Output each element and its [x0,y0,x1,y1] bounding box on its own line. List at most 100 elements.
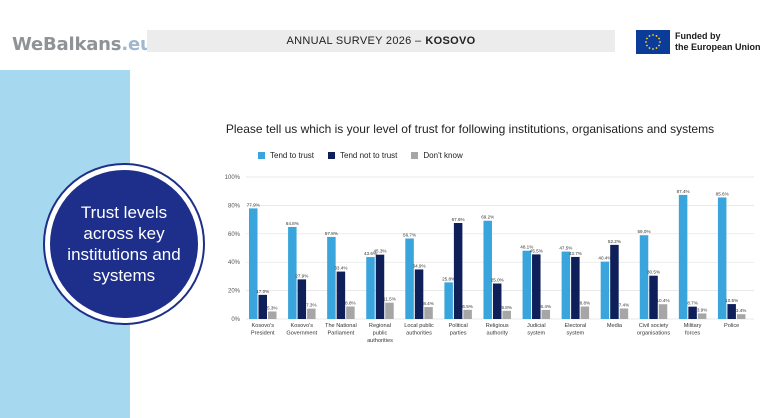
bar-trust [561,251,571,319]
chart-title: Please tell us which is your level of tr… [225,122,715,136]
category-label: President [251,331,275,337]
y-tick-label: 40% [228,260,241,266]
bar-not-trust [375,254,385,319]
bar-not-trust [336,271,346,319]
bar-dont-know [346,306,355,319]
data-label-trust: 64.8% [286,221,299,226]
data-label-trust: 47.5% [559,246,572,251]
eu-star [648,35,651,37]
eu-star [645,41,647,43]
data-label-trust: 40.4% [598,256,611,261]
legend-label-trust: Tend to trust [270,151,315,160]
bar-dont-know [580,306,590,319]
y-tick-label: 0% [231,317,240,323]
eu-star [652,34,654,36]
category-label: system [527,331,545,337]
data-label-not-trust: 52.2% [608,239,621,244]
eu-star [646,37,648,40]
bar-trust [405,238,414,319]
data-label-dont-know: 8.8% [345,301,355,306]
bar-trust [366,257,375,319]
data-label-trust: 25.8% [442,276,455,281]
category-label: authority [486,331,508,337]
y-tick-label: 60% [228,232,241,238]
data-label-dont-know: 7.3% [306,303,316,308]
y-tick-label: 20% [228,289,241,295]
bar-trust [444,282,453,319]
category-label: Parliament [328,331,355,337]
bar-dont-know [619,308,629,319]
data-label-trust: 59.0% [638,229,651,234]
data-label-dont-know: 3.4% [736,308,746,313]
eu-star [655,47,658,49]
bar-trust [717,197,727,319]
bar-dont-know [658,304,668,319]
survey-country: KOSOVO [425,35,476,47]
data-label-dont-know: 6.5% [462,304,472,309]
bar-trust [639,235,649,319]
category-label: organisations [637,331,670,337]
bar-trust [483,220,492,319]
legend-item-dont-know: Don't know [411,151,463,160]
bar-trust [327,236,336,319]
bar-not-trust [297,279,307,319]
legend-swatch-trust [258,152,265,159]
category-label: system [567,331,585,337]
bar-dont-know [268,311,277,319]
bar-dont-know [424,307,433,319]
data-label-dont-know: 7.4% [619,302,629,307]
category-label: The National [325,323,357,329]
category-label: Judicial [527,323,546,329]
data-label-not-trust: 17.0% [256,289,269,294]
y-tick-label: 100% [225,175,241,181]
category-label: Regional [369,323,391,329]
category-label: Government [286,331,317,337]
data-label-dont-know: 11.5% [383,297,396,302]
y-tick-label: 80% [228,203,241,209]
data-label-dont-know: 8.8% [580,301,590,306]
title-circle: Trust levels across key institutions and… [50,170,198,318]
data-label-dont-know: 8.4% [423,301,433,306]
eu-star [659,41,661,43]
eu-star [648,47,651,49]
category-label: Police [724,323,739,329]
bar-not-trust [688,306,697,319]
bar-dont-know [697,313,707,319]
legend-label-dont-know: Don't know [423,151,463,160]
category-label: Electoral [564,323,586,329]
data-label-not-trust: 25.0% [491,278,504,283]
category-label: Kosovo's [251,323,274,329]
data-label-not-trust: 10.5% [725,298,738,303]
data-label-not-trust: 8.7% [687,301,697,306]
eu-star [646,44,648,47]
category-label: Civil society [639,323,669,329]
data-label-not-trust: 67.6% [452,217,465,222]
data-label-not-trust: 43.7% [569,251,582,256]
legend-swatch-dont-know [411,152,419,159]
legend-label-not-trust: Tend not to trust [340,151,398,160]
bar-dont-know [736,314,746,319]
data-label-dont-know: 5.3% [267,305,277,310]
bar-not-trust [414,269,424,319]
data-label-dont-know: 3.9% [697,307,707,312]
category-label: parties [450,331,467,337]
eu-star [658,37,660,40]
legend-swatch-not-trust [328,152,336,159]
logo-main-text: WeBalkans [12,34,122,55]
category-label: authorities [406,331,432,337]
category-label: Kosovo's [291,323,314,329]
category-label: Local public [404,323,434,329]
data-label-trust: 57.8% [325,231,338,236]
logo-domain-text: .eu [121,34,153,55]
category-label: forces [685,331,700,337]
data-label-trust: 87.4% [677,189,690,194]
webalkans-logo[interactable]: WeBalkans.eu [12,34,153,55]
bar-dont-know [502,310,511,319]
bar-trust [522,250,532,319]
bar-not-trust [649,275,658,319]
eu-stars-icon [645,34,661,50]
data-label-trust: 85.6% [716,191,729,196]
funding-line-2: the European Union [675,42,761,52]
data-label-not-trust: 45.5% [530,248,543,253]
